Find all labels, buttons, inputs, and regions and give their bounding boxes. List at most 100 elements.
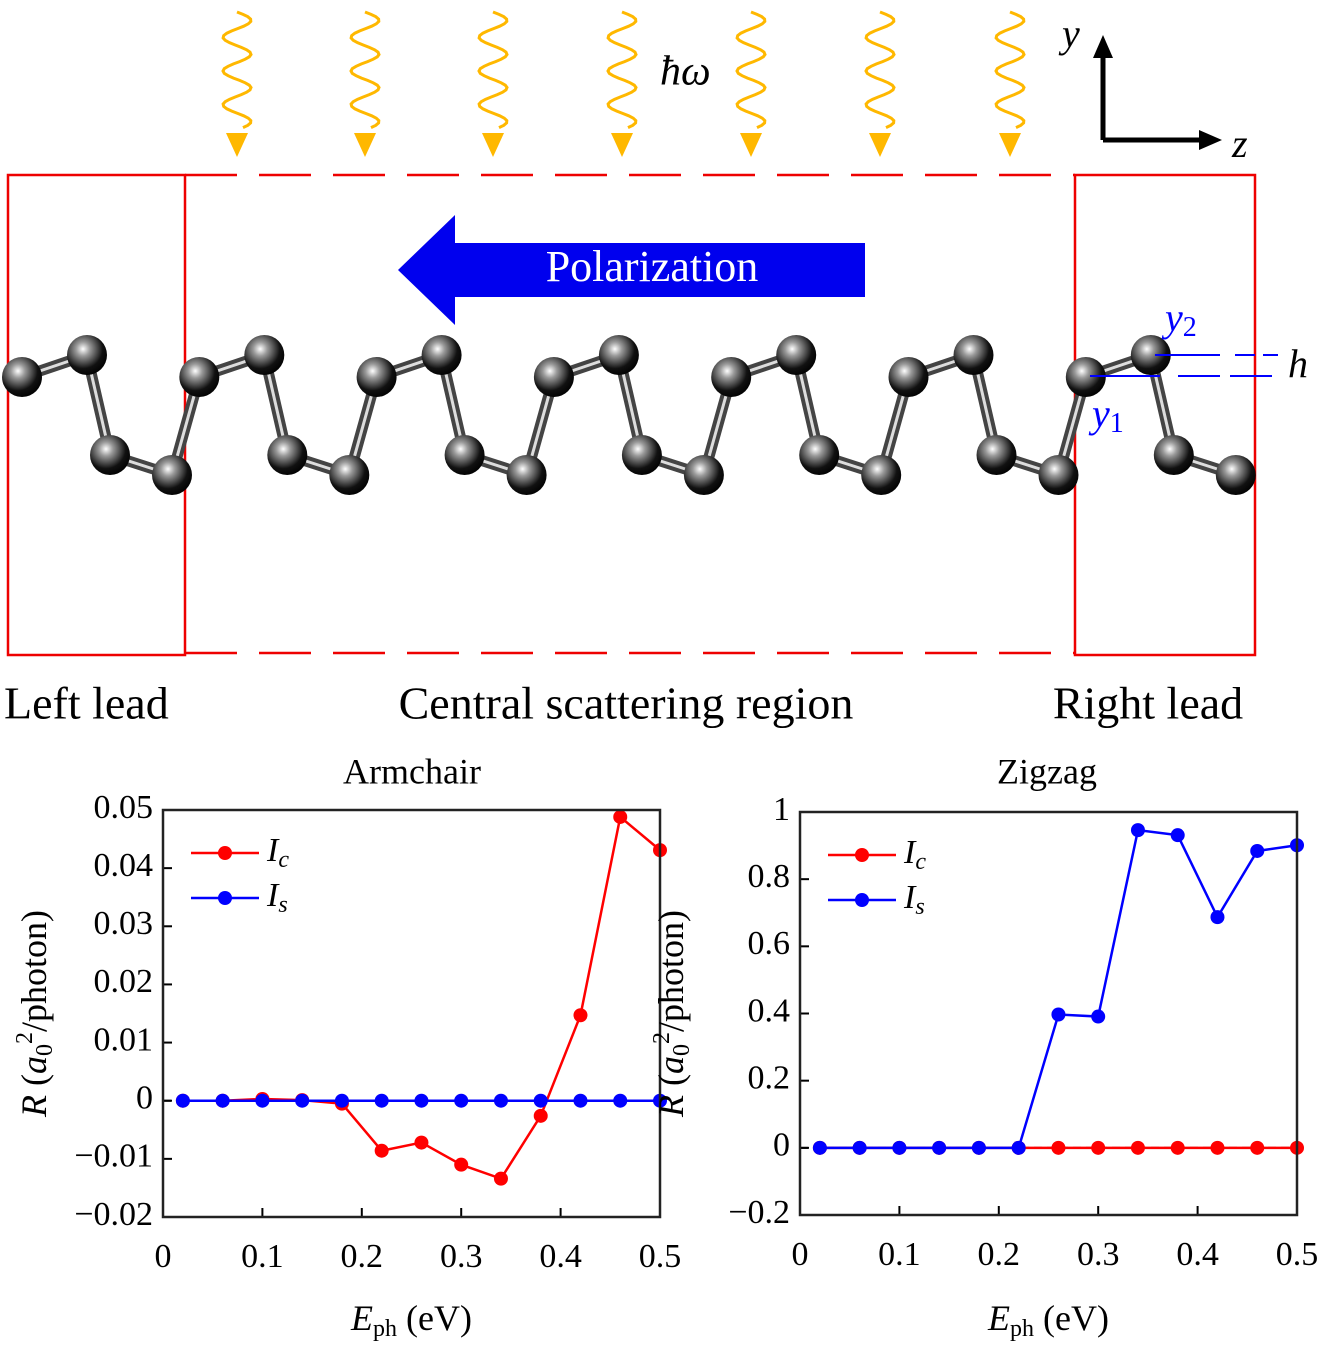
photon-wave — [735, 10, 767, 129]
photon-head — [740, 133, 762, 157]
atom — [1038, 455, 1079, 495]
atom-chain — [2, 335, 1256, 495]
data-point — [334, 1093, 349, 1108]
data-point — [1170, 1140, 1185, 1155]
data-point — [1051, 1140, 1066, 1155]
h-label: h — [1288, 341, 1308, 386]
atom — [1130, 335, 1171, 375]
y-tick-label: 0.04 — [94, 847, 154, 884]
atom — [244, 335, 285, 375]
data-point — [573, 1008, 588, 1023]
atom — [2, 357, 42, 397]
x-tick-label: 0.1 — [241, 1238, 284, 1275]
data-point — [1051, 1007, 1066, 1022]
data-point — [255, 1093, 270, 1108]
region-label: Central scattering region — [399, 678, 854, 729]
data-point — [533, 1108, 548, 1123]
atom — [179, 357, 220, 397]
atom — [1153, 435, 1194, 475]
plot-frame — [798, 810, 1299, 1217]
xlabel-sub: ph — [1010, 1316, 1034, 1342]
data-point — [454, 1093, 469, 1108]
data-point — [1250, 1140, 1265, 1155]
series-line — [819, 828, 1298, 1150]
legend-label: Is — [903, 879, 925, 920]
data-point — [175, 1093, 190, 1108]
data-point — [533, 1093, 548, 1108]
y-tick-label: −0.01 — [74, 1138, 153, 1175]
ylabel-open: ( — [651, 1074, 691, 1095]
ylabel-sub: 0 — [669, 1044, 695, 1056]
data-point — [374, 1143, 389, 1158]
y-tick-label: 0.02 — [94, 963, 154, 1000]
data-point — [414, 1093, 429, 1108]
x-tick-label: 0 — [792, 1236, 809, 1273]
photon-wave — [606, 10, 638, 129]
atom — [329, 455, 370, 495]
atom — [598, 335, 639, 375]
atom — [711, 357, 752, 397]
atom — [683, 455, 724, 495]
xlabel-main: E — [350, 1298, 373, 1338]
atom — [152, 455, 192, 495]
atom — [621, 435, 662, 475]
x-tick-label: 0.3 — [1077, 1236, 1120, 1273]
data-point — [1250, 843, 1265, 858]
x-tick-label: 0 — [155, 1238, 172, 1275]
data-point — [892, 1140, 907, 1155]
atom — [67, 335, 107, 375]
legend-marker — [218, 891, 232, 905]
ylabel-main: R — [651, 1095, 691, 1118]
x-tick-label: 0.3 — [440, 1238, 483, 1275]
photon-wave — [349, 10, 381, 129]
plot-frame — [161, 808, 662, 1219]
photon-label: ħω — [660, 49, 711, 95]
y1-sub: 1 — [1110, 408, 1124, 439]
ylabel-rest: /photon) — [14, 910, 54, 1032]
data-point — [295, 1093, 310, 1108]
y-tick-label: 0.03 — [94, 905, 154, 942]
polarization-arrow — [450, 243, 865, 297]
y-tick-label: 1 — [773, 791, 790, 828]
chart-title: Armchair — [343, 751, 481, 791]
data-point — [374, 1093, 389, 1108]
y-tick-label: −0.2 — [728, 1194, 790, 1231]
ylabel-sup: 2 — [12, 1032, 38, 1044]
data-point — [812, 1140, 827, 1155]
ylabel-rest: /photon) — [651, 910, 691, 1032]
arrow-label: Polarization — [546, 242, 759, 291]
y-tick-label: 0.01 — [94, 1021, 154, 1058]
ylabel-open: ( — [14, 1074, 54, 1095]
x-tick-label: 0.2 — [978, 1236, 1021, 1273]
x-tick-label: 0.2 — [341, 1238, 384, 1275]
data-point — [852, 1140, 867, 1155]
y-tick-label: −0.02 — [74, 1196, 153, 1233]
x-tick-label: 0.5 — [1276, 1236, 1318, 1273]
atom — [444, 435, 485, 475]
legend-marker — [855, 893, 869, 907]
y-axis-label: R (a02/photon) — [12, 910, 58, 1118]
data-point — [613, 1093, 628, 1108]
data-point — [1091, 1140, 1106, 1155]
photons — [221, 10, 1026, 157]
ylabel-base: a — [14, 1056, 54, 1074]
data-point — [932, 1140, 947, 1155]
x-tick-label: 0.4 — [539, 1238, 582, 1275]
x-axis-label: Eph (eV) — [987, 1298, 1109, 1341]
legend-marker — [855, 848, 869, 862]
data-point — [454, 1157, 469, 1172]
data-point — [493, 1171, 508, 1186]
legend-label: Ic — [266, 832, 289, 873]
data-point — [1130, 1140, 1145, 1155]
x-tick-label: 0.4 — [1176, 1236, 1219, 1273]
y-tick-label: 0.05 — [94, 789, 154, 826]
data-point — [1011, 1140, 1026, 1155]
atom — [267, 435, 308, 475]
data-point — [1210, 910, 1225, 925]
legend-main: I — [266, 832, 280, 869]
ylabel-base: a — [651, 1056, 691, 1074]
atom — [1065, 357, 1106, 397]
xlabel-rest: (eV) — [1034, 1298, 1109, 1338]
photon-head — [999, 133, 1021, 157]
data-point — [613, 809, 628, 824]
